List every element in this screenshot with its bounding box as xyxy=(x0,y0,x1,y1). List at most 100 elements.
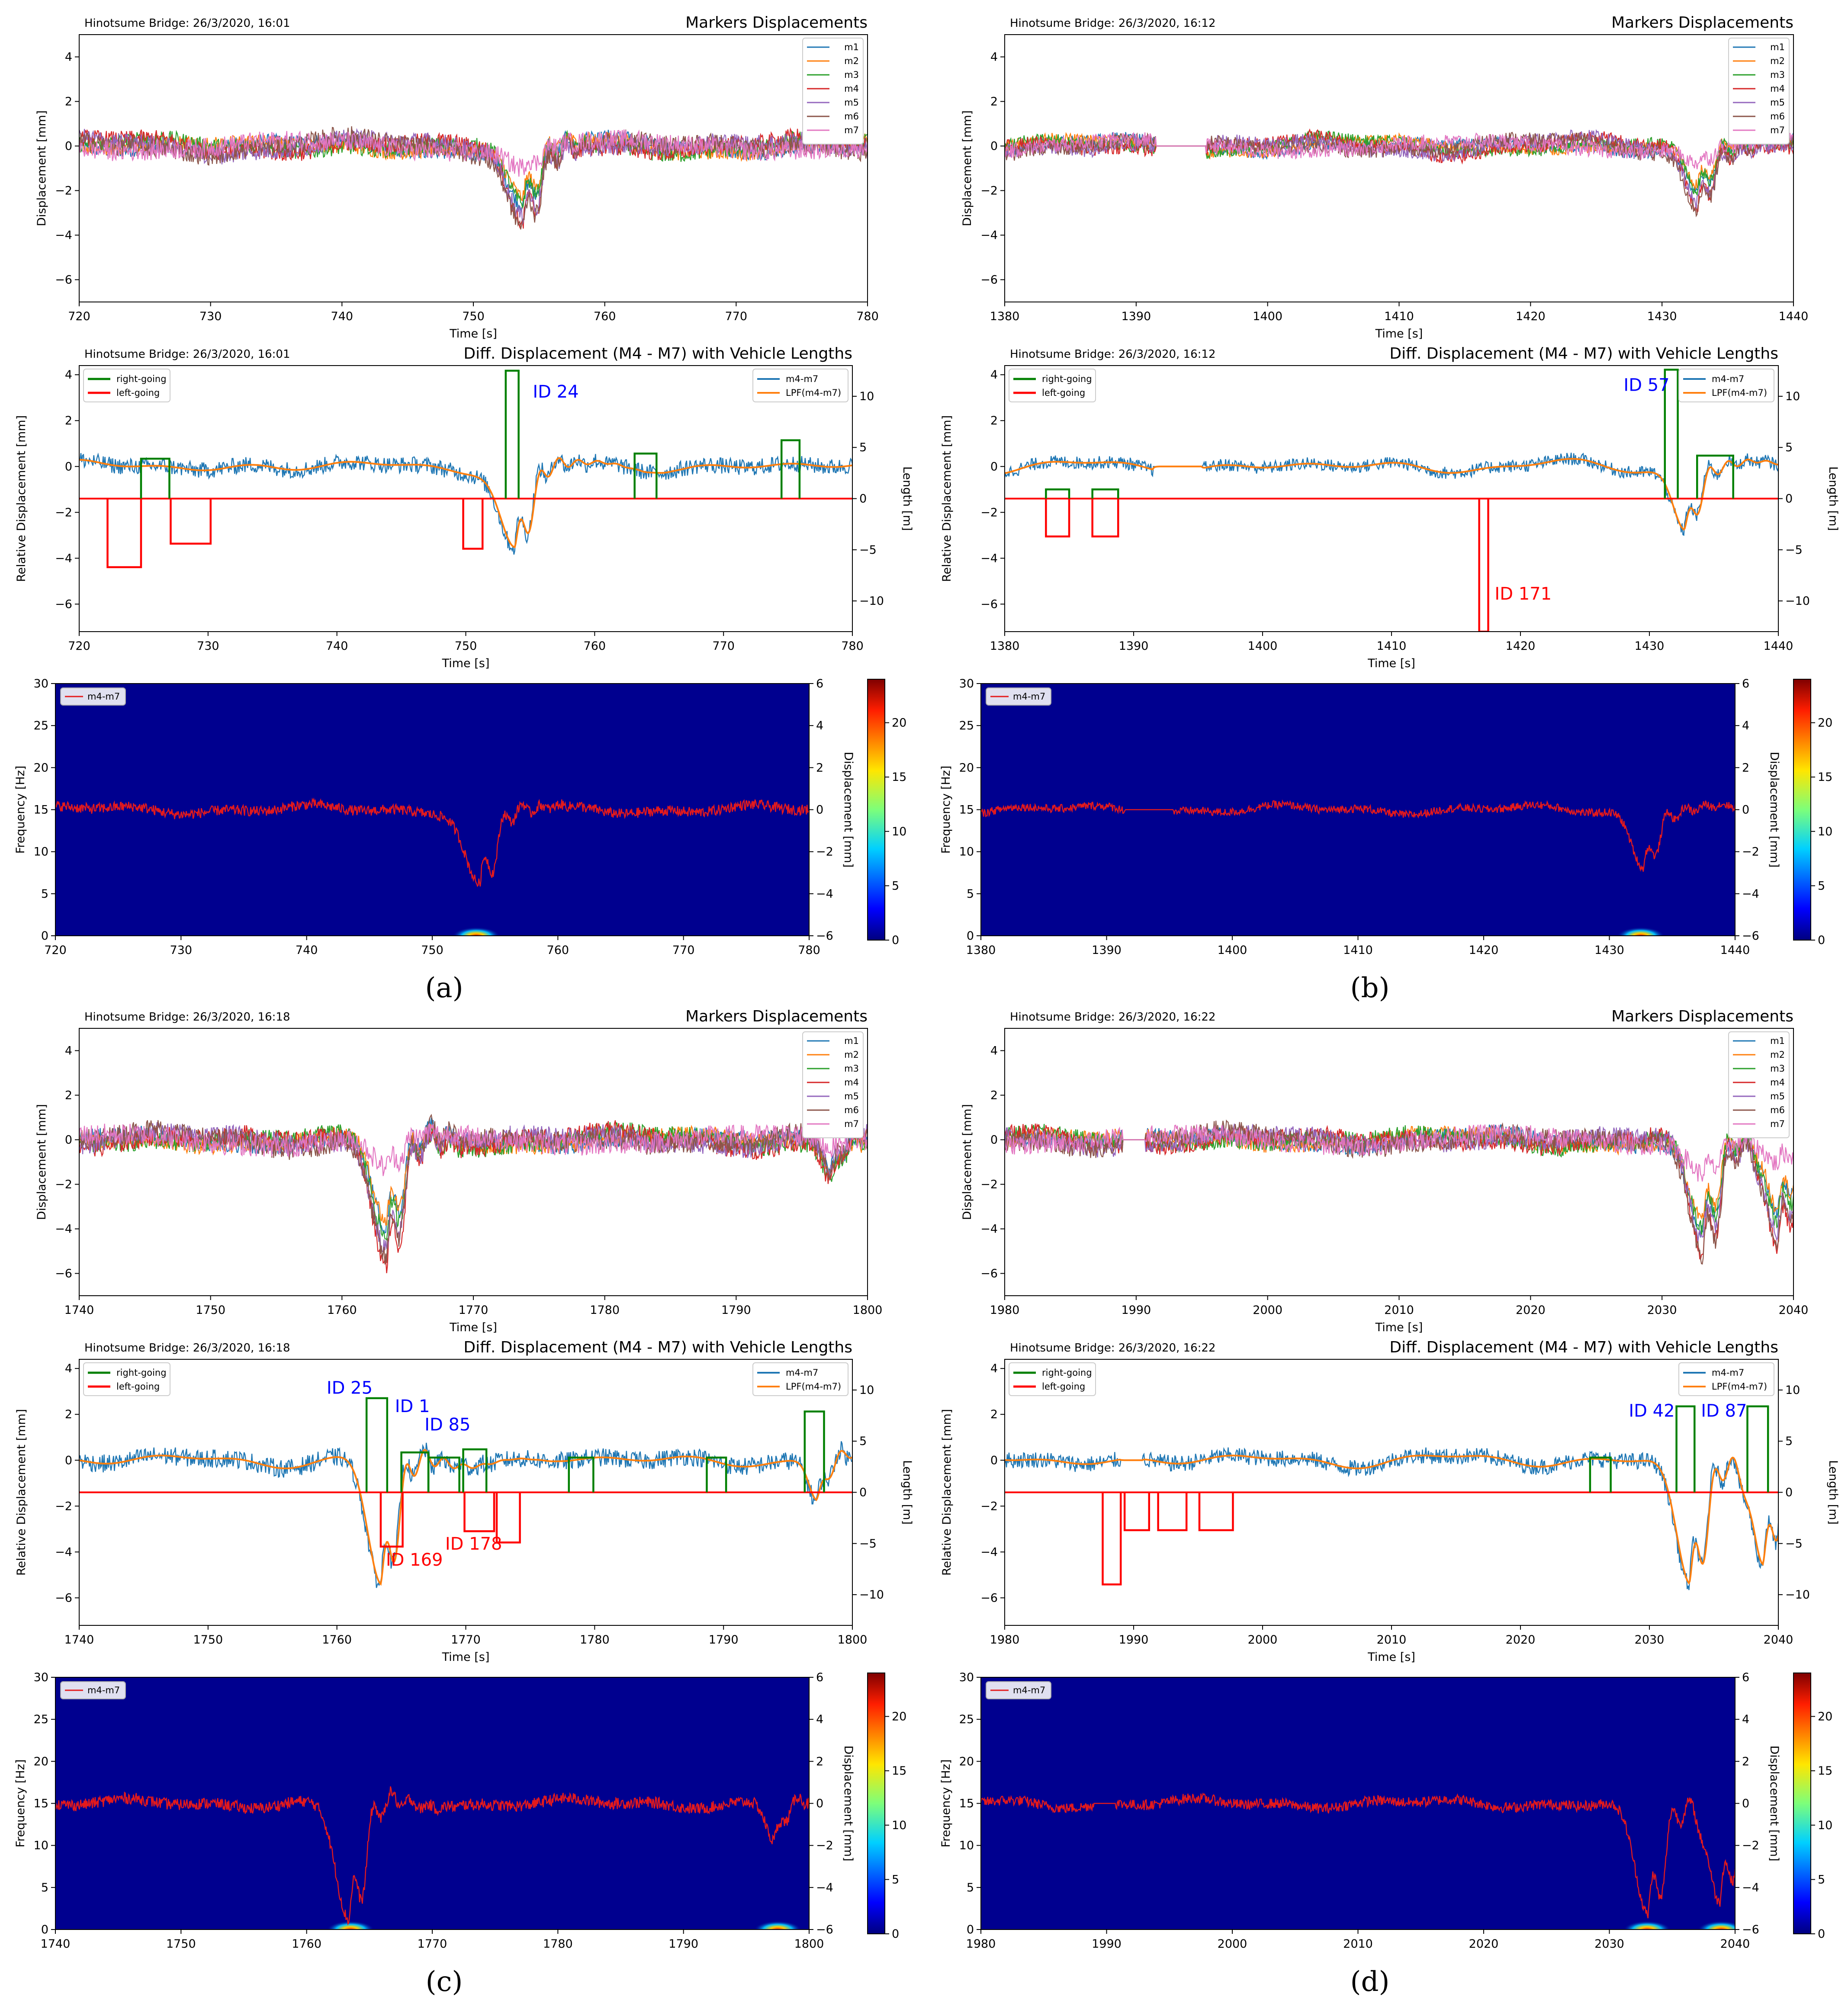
right-going-vehicle xyxy=(1696,454,1734,499)
x-tick-label: 760 xyxy=(584,639,606,653)
y2-tick-label: 5 xyxy=(1785,441,1793,454)
right-going-vehicle xyxy=(1746,1405,1769,1493)
legend-entry: left-going xyxy=(1042,388,1085,398)
y-tick-label: 4 xyxy=(65,368,72,382)
x-tick-label: 730 xyxy=(199,310,222,323)
y-tick-label: 30 xyxy=(34,677,48,690)
colorbar-tick-label: 20 xyxy=(1818,1710,1832,1724)
spectrogram-chart: 0 5 10 15 20 25 30 −6 −4 −2 0 2 4 6 720 730 740 750 760 770… xyxy=(14,677,906,957)
y-tick-label: 0 xyxy=(65,460,72,473)
x-tick-label: 750 xyxy=(462,310,485,323)
y-tick-label: 0 xyxy=(967,1923,974,1936)
x-tick-label: 720 xyxy=(68,639,90,653)
chart-title: Markers Displacements xyxy=(685,14,868,32)
y2-tick-label: −5 xyxy=(1785,1537,1803,1551)
legend-entry: m3 xyxy=(1770,70,1785,80)
y2-tick-label: 0 xyxy=(1742,803,1749,817)
x-tick-label: 1790 xyxy=(721,1303,751,1317)
x-tick-label: 770 xyxy=(672,944,695,957)
colorbar-tick-label: 0 xyxy=(892,934,899,947)
y2-tick-label: 2 xyxy=(816,761,823,774)
legend-entry: m6 xyxy=(1770,1105,1785,1115)
colorbar-tick-label: 15 xyxy=(1818,771,1832,784)
x-axis-label: Time [s] xyxy=(449,1321,497,1334)
y-axis-label: Frequency [Hz] xyxy=(939,766,953,854)
y2-tick-label: 5 xyxy=(859,441,867,454)
y-tick-label: 2 xyxy=(990,1089,998,1102)
y-tick-label: 5 xyxy=(967,887,974,901)
chart-title: Diff. Displacement (M4 - M7) with Vehicl… xyxy=(1389,1339,1778,1356)
y2-tick-label: 10 xyxy=(859,390,874,403)
colorbar-tick-label: 10 xyxy=(892,1819,906,1832)
colorbar-tick-label: 15 xyxy=(892,771,906,784)
y2-tick-label: 2 xyxy=(1742,761,1749,774)
right-going-vehicle xyxy=(1589,1456,1612,1493)
legend-entry: right-going xyxy=(1042,374,1092,384)
colorbar-tick-label: 0 xyxy=(892,1927,899,1941)
y-tick-label: −2 xyxy=(980,1178,998,1191)
y-tick-label: 25 xyxy=(959,1713,974,1726)
y2-tick-label: 4 xyxy=(816,1713,823,1726)
left-going-vehicle xyxy=(1045,498,1070,538)
left-going-vehicle xyxy=(170,498,212,545)
colorbar xyxy=(1793,679,1811,941)
y-axis-label: Relative Displacement [mm] xyxy=(15,415,28,582)
y-tick-label: −6 xyxy=(55,1591,72,1605)
x-tick-label: 730 xyxy=(170,944,193,957)
y-tick-label: 15 xyxy=(34,803,48,817)
left-going-vehicle xyxy=(1102,1492,1122,1586)
legend-entry: m2 xyxy=(1770,1050,1785,1060)
x-tick-label: 1420 xyxy=(1469,944,1499,957)
right-going-vehicle xyxy=(568,1456,595,1493)
y-tick-label: 5 xyxy=(41,887,48,901)
y-tick-label: 10 xyxy=(34,845,48,859)
x-tick-label: 1800 xyxy=(794,1937,824,1951)
legend-signals: m4-m7 LPF(m4-m7) xyxy=(1678,369,1774,402)
y2-tick-label: 0 xyxy=(1785,492,1793,506)
x-tick-label: 1990 xyxy=(1121,1303,1151,1317)
y2-axis-label: Length [m] xyxy=(900,1460,914,1525)
legend-entry: right-going xyxy=(1042,1368,1092,1378)
x-tick-label: 750 xyxy=(455,639,477,653)
legend-entry: LPF(m4-m7) xyxy=(786,388,841,398)
markers-chart: −6 −4 −2 0 2 4 1980 1990 2000 2010 2020 2030 2040 Tim… xyxy=(961,1008,1808,1334)
y-tick-label: 2 xyxy=(65,1408,72,1421)
legend-lengths: right-going left-going xyxy=(83,1362,170,1396)
y2-tick-label: 0 xyxy=(816,803,823,817)
x-tick-label: 760 xyxy=(547,944,569,957)
colorbar-tick-label: 20 xyxy=(1818,716,1832,730)
legend-entry: LPF(m4-m7) xyxy=(1712,388,1767,398)
spectrogram-hotspot xyxy=(1623,1921,1671,1930)
y2-tick-label: −5 xyxy=(859,1537,877,1551)
y-tick-label: 4 xyxy=(990,368,998,382)
right-going-vehicle xyxy=(427,1456,460,1493)
diff-chart: ID 24 −6 −4 −2 0 2 4 −10 −5 0 5 10 720 730 740 750 760 77… xyxy=(15,345,914,670)
y2-tick-label: 6 xyxy=(1742,1671,1749,1684)
markers-chart: −6 −4 −2 0 2 4 1380 1390 1400 1410 1420 1430 1440 Tim… xyxy=(961,14,1808,340)
x-tick-label: 780 xyxy=(841,639,864,653)
y2-tick-label: 0 xyxy=(859,492,867,506)
spectrogram-chart: 0 5 10 15 20 25 30 −6 −4 −2 0 2 4 6 1380 1390 1400 1410 14… xyxy=(939,677,1832,957)
x-tick-label: 1390 xyxy=(1119,639,1149,653)
legend-entry: m7 xyxy=(1770,1119,1785,1129)
legend-entry: right-going xyxy=(116,374,167,384)
y-axis-label: Relative Displacement [mm] xyxy=(940,1409,954,1576)
legend-entry: LPF(m4-m7) xyxy=(1712,1381,1767,1392)
y-tick-label: 15 xyxy=(959,1797,974,1811)
legend xyxy=(986,1681,1051,1699)
y-axis-label: Relative Displacement [mm] xyxy=(15,1409,28,1576)
y-tick-label: 20 xyxy=(959,1755,974,1768)
x-tick-label: 1780 xyxy=(543,1937,573,1951)
x-tick-label: 1980 xyxy=(990,1633,1020,1647)
y-axis-label: Displacement [mm] xyxy=(35,110,48,226)
legend-entry: m4-m7 xyxy=(786,1368,818,1378)
x-axis-label: Time [s] xyxy=(442,657,490,670)
x-tick-label: 1420 xyxy=(1506,639,1536,653)
x-tick-label: 1430 xyxy=(1635,639,1665,653)
y2-tick-label: 5 xyxy=(859,1435,867,1448)
y2-tick-label: 0 xyxy=(859,1486,867,1499)
x-tick-label: 740 xyxy=(326,639,348,653)
